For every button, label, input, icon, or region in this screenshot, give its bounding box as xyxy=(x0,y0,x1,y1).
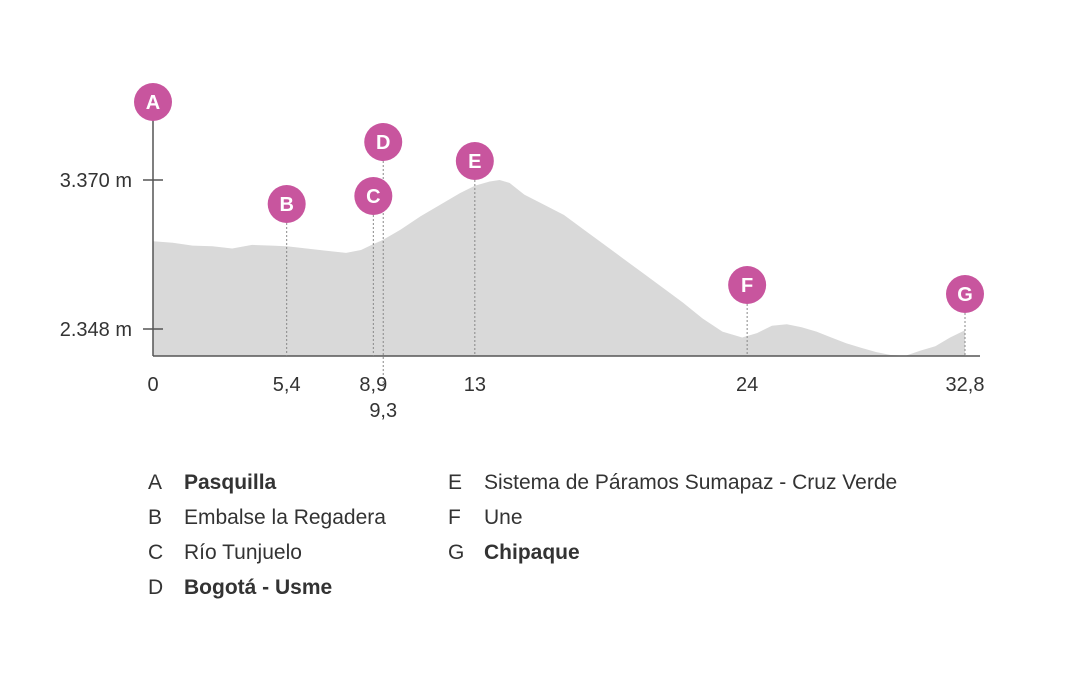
marker-d: D xyxy=(364,123,403,161)
legend-letter: B xyxy=(148,506,163,529)
marker-letter: F xyxy=(741,275,753,297)
marker-letter: C xyxy=(366,186,380,208)
legend-letter: A xyxy=(148,471,163,494)
marker-circle xyxy=(728,266,767,304)
marker-letter: A xyxy=(146,92,160,114)
tick-labels: 3.370 m 2.348 m 0 5,4 8,9 9,3 13 24 32,8 xyxy=(60,170,985,422)
axes xyxy=(143,118,980,357)
x-tick-label: 9,3 xyxy=(369,400,397,422)
legend-item-a: A Pasquilla xyxy=(148,470,276,496)
elevation-profile-chart: A B C D E F G 3.370 m 2.348 m 0 5,4 8,9 9,3 13 24 32,8 xyxy=(60,83,985,422)
x-tick-label: 24 xyxy=(736,374,758,396)
legend-letter: F xyxy=(448,506,461,529)
legend-letter: G xyxy=(448,541,465,564)
legend-name: Embalse la Regadera xyxy=(184,506,386,529)
legend-item-f: F Une xyxy=(448,505,523,531)
marker-c: C xyxy=(354,177,393,215)
marker-letter: B xyxy=(279,194,293,216)
location-markers: A B C D E F G xyxy=(134,83,984,313)
x-tick-label: 8,9 xyxy=(359,374,387,396)
marker-circle xyxy=(946,275,984,313)
marker-g: G xyxy=(946,275,984,313)
elevation-area xyxy=(153,180,965,356)
legend-name: Une xyxy=(484,506,523,529)
marker-letter: E xyxy=(468,151,481,173)
y-tick-label: 2.348 m xyxy=(60,319,132,341)
marker-letter: D xyxy=(376,132,390,154)
x-tick-label: 13 xyxy=(464,374,486,396)
legend-name: Río Tunjuelo xyxy=(184,541,302,564)
legend-item-b: B Embalse la Regadera xyxy=(148,505,386,531)
marker-a: A xyxy=(134,83,172,121)
marker-circle xyxy=(354,177,393,215)
x-tick-label: 32,8 xyxy=(946,374,985,396)
legend-name: Chipaque xyxy=(484,541,580,564)
marker-circle xyxy=(267,185,306,223)
legend-letter: C xyxy=(148,541,164,564)
legend-item-c: C Río Tunjuelo xyxy=(148,540,302,566)
elevation-area-layer xyxy=(153,180,965,356)
x-tick-label: 0 xyxy=(147,374,158,396)
legend-name: Pasquilla xyxy=(184,471,277,494)
x-tick-label: 5,4 xyxy=(273,374,301,396)
marker-leader-lines xyxy=(286,161,966,392)
marker-b: B xyxy=(267,185,306,223)
marker-f: F xyxy=(728,266,767,304)
legend-name: Sistema de Páramos Sumapaz - Cruz Verde xyxy=(484,471,898,494)
marker-e: E xyxy=(455,142,494,180)
legend-item-g: G Chipaque xyxy=(448,540,580,566)
legend-item-e: E Sistema de Páramos Sumapaz - Cruz Verde xyxy=(448,470,897,496)
legend-letter: D xyxy=(148,576,164,599)
legend-name: Bogotá - Usme xyxy=(184,576,333,599)
marker-circle xyxy=(134,83,172,121)
marker-circle xyxy=(455,142,494,180)
marker-circle xyxy=(364,123,403,161)
legend-letter: E xyxy=(448,471,463,494)
marker-letter: G xyxy=(957,284,973,306)
legend: A Pasquilla B Embalse la Regadera C Río Tunju… xyxy=(148,470,1048,620)
y-tick-label: 3.370 m xyxy=(60,170,132,192)
legend-item-d: D Bogotá - Usme xyxy=(148,575,332,601)
